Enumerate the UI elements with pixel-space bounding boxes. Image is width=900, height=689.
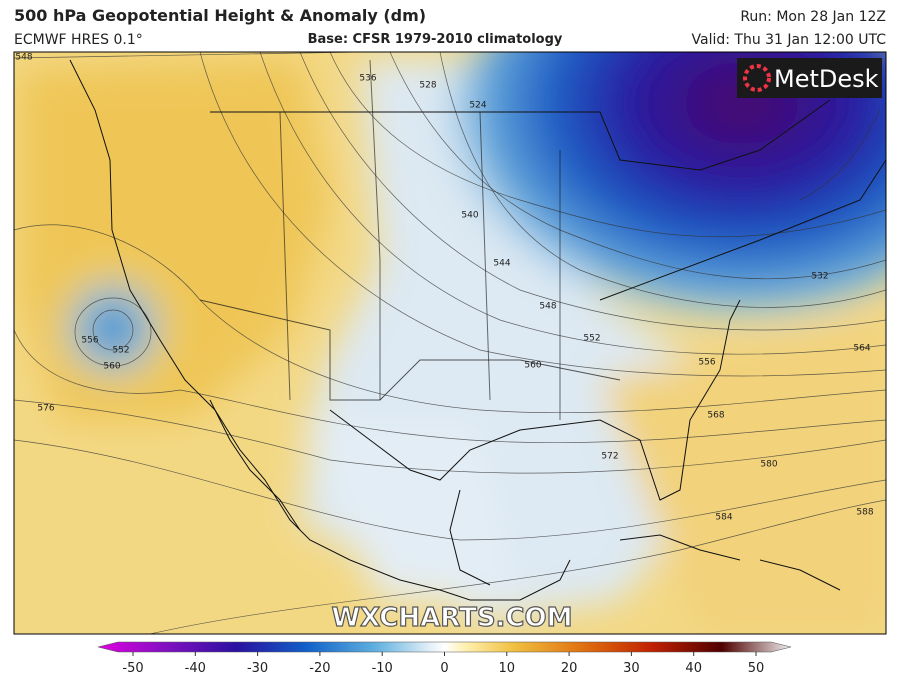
colorbar-tick-label: 20	[561, 661, 578, 676]
contour-label: 568	[707, 411, 724, 421]
colorbar-tick-label: 10	[499, 661, 516, 676]
contour-label: 556	[81, 336, 98, 346]
colorbar: -50 -40 -30 -20 -10 0 10 20 30 40 50	[97, 641, 792, 676]
contour-label: 532	[811, 272, 828, 282]
contour-label: 540	[461, 211, 478, 221]
contour-label: 560	[103, 362, 120, 372]
logo-icon	[743, 64, 771, 92]
contour-label: 548	[539, 302, 556, 312]
map: 548 536 528 524 540 544 548 552 556 552 560 560 576 5…	[14, 52, 886, 634]
valid: Valid: Thu 31 Jan 12:00 UTC	[692, 32, 887, 48]
contour-label: 572	[601, 452, 618, 462]
height-contours	[14, 52, 886, 634]
contour-label: 564	[853, 344, 870, 354]
contour-label: 528	[419, 81, 436, 91]
colorbar-tick-label: -20	[309, 661, 330, 676]
contour-label: 552	[583, 334, 600, 344]
run: Run: Mon 28 Jan 12Z	[740, 9, 886, 25]
base: Base: CFSR 1979-2010 climatology	[308, 32, 563, 47]
anomaly-field	[20, 52, 886, 634]
contour-label: 556	[698, 358, 715, 368]
colorbar-bar	[97, 641, 792, 653]
contour-label: 584	[715, 513, 732, 523]
model: ECMWF HRES 0.1°	[14, 32, 143, 48]
contour-label: 544	[493, 259, 510, 269]
colorbar-tick-label: -50	[122, 661, 143, 676]
contour-label: 536	[359, 74, 376, 84]
contour-label: 548	[15, 53, 32, 63]
contour-label: 580	[760, 460, 777, 470]
colorbar-tick-label: 50	[748, 661, 765, 676]
contour-label: 560	[524, 361, 541, 371]
map-frame	[13, 51, 887, 635]
contour-labels: 548 536 528 524 540 544 548 552 556 552 560 560 576 5…	[15, 53, 873, 523]
colorbar-tick-label: 40	[685, 661, 702, 676]
colorbar-tick-label: 30	[623, 661, 640, 676]
colorbar-tick-label: -40	[185, 661, 206, 676]
watermark: WXCHARTS.COM	[331, 603, 572, 633]
colorbar-tick-label: 0	[440, 661, 448, 676]
geography	[69, 59, 886, 601]
colorbar-tick-label: -30	[247, 661, 268, 676]
colorbar-tick-label: -10	[372, 661, 393, 676]
contour-label: 588	[856, 508, 873, 518]
contour-label: 576	[37, 404, 54, 414]
title: 500 hPa Geopotential Height & Anomaly (d…	[14, 6, 426, 25]
contour-label: 552	[112, 346, 129, 356]
contour-label: 524	[469, 101, 486, 111]
logo: MetDesk	[774, 65, 879, 93]
